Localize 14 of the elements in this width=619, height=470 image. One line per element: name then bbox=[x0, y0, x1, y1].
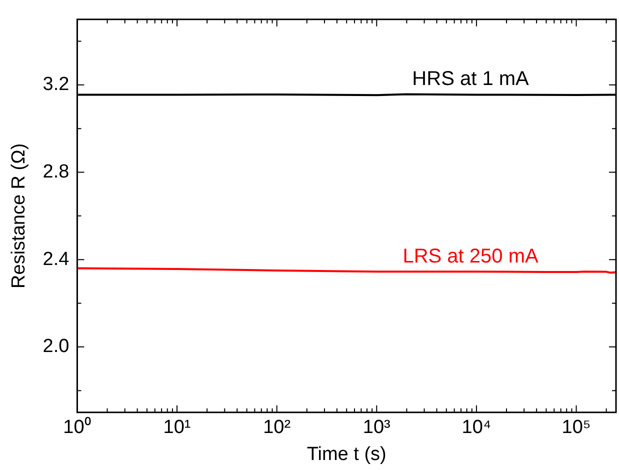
x-tick-label: 10² bbox=[263, 417, 291, 438]
x-tick-label: 10¹ bbox=[163, 417, 191, 438]
x-tick-label: 10⁴ bbox=[462, 417, 492, 438]
y-tick-label: 3.2 bbox=[42, 74, 70, 96]
x-tick-label: 10³ bbox=[362, 417, 390, 438]
series-label: HRS at 1 mA bbox=[412, 68, 530, 90]
series-label: LRS at 250 mA bbox=[402, 246, 539, 268]
y-tick-label: 2.8 bbox=[42, 161, 70, 182]
x-axis-title: Time t (s) bbox=[306, 444, 386, 465]
x-tick-label: 10⁵ bbox=[562, 417, 591, 438]
y-tick-label: 2.4 bbox=[42, 248, 70, 270]
y-axis-title: Resistance R (Ω) bbox=[8, 143, 30, 288]
x-tick-label: 10⁰ bbox=[63, 416, 92, 438]
y-tick-label: 2.0 bbox=[42, 336, 70, 358]
